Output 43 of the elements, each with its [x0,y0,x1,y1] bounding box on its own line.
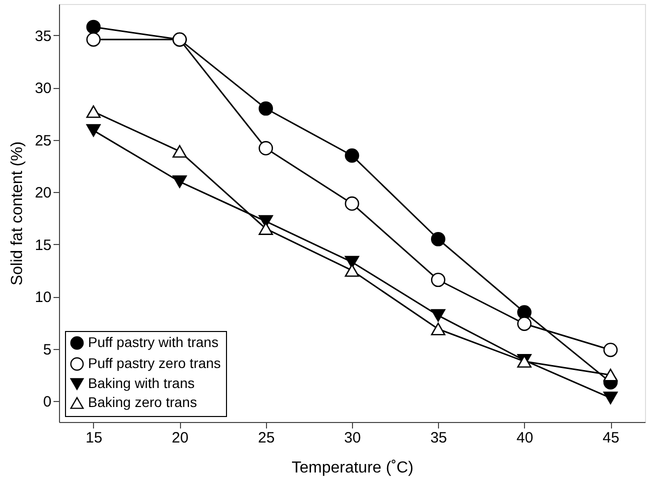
y-tick-label: 10 [34,289,52,306]
legend-label: Baking zero trans [88,394,197,410]
point [344,264,360,277]
point [172,175,187,188]
x-tick-label: 15 [86,430,102,446]
y-tick-label: 5 [43,341,52,358]
point [431,309,446,322]
y-tick-label: 35 [34,28,52,45]
point [517,316,532,331]
point [86,20,101,34]
x-axis-title: Temperature (˚C) [292,460,414,476]
point [603,392,618,404]
point [344,196,360,211]
y-tick-label: 15 [34,236,52,254]
point [86,124,101,137]
x-tick-label: 20 [172,430,188,446]
x-tick-label: 35 [430,430,448,446]
point [86,105,101,118]
legend-label: Puff pastry zero trans [88,355,221,371]
y-tick-label: 25 [34,132,52,150]
legend-label: Baking with trans [88,375,195,391]
point [344,148,360,163]
point [517,305,532,320]
y-axis-title: Solid fat content (%) [8,141,26,286]
point [431,232,446,246]
y-tick-label: 20 [34,184,52,202]
x-tick-label: 25 [258,430,275,446]
point [603,342,618,358]
y-tick-label: 30 [34,80,52,98]
point [172,145,187,158]
x-tick-label: 45 [602,430,620,446]
point [603,368,618,382]
point [258,101,273,116]
point [86,32,101,47]
y-tick-label: 0 [43,394,52,411]
point [431,272,446,288]
point [431,322,446,336]
point [344,256,360,268]
point [258,222,273,235]
point [258,141,273,156]
x-tick-label: 40 [516,430,534,446]
legend-label: Puff pastry with trans [88,334,218,350]
x-tick-label: 30 [344,430,361,446]
